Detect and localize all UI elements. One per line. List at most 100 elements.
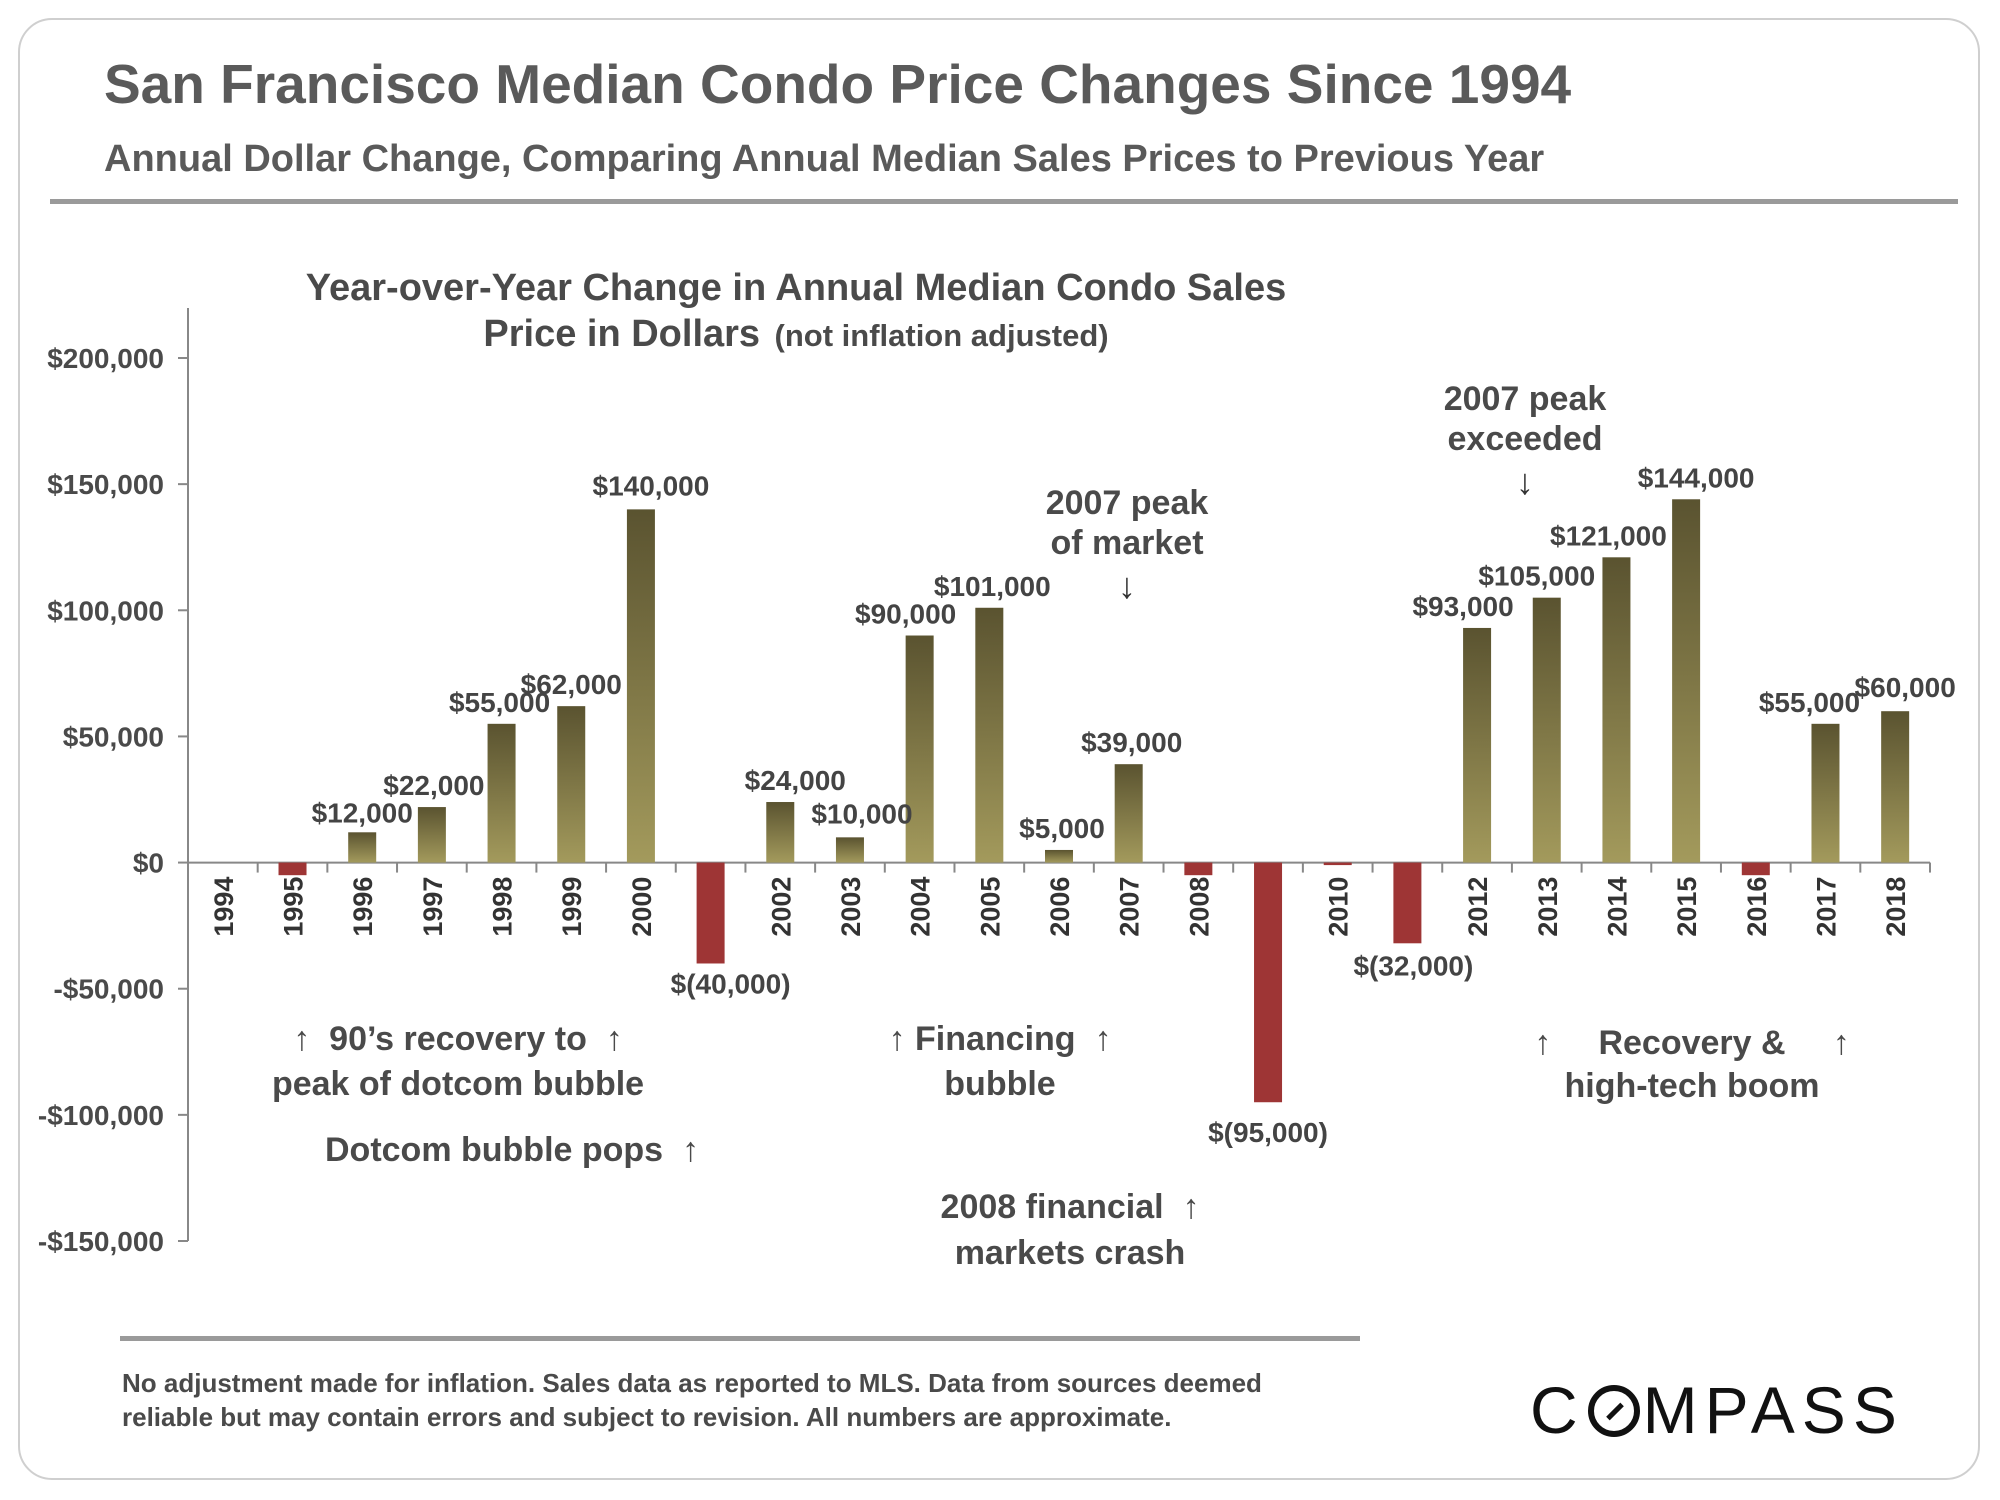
y-tick-label: -$50,000 [53,974,164,1005]
data-label-2014: $121,000 [1550,520,1667,551]
y-tick-label: $0 [133,848,164,879]
data-label-2005: $101,000 [934,571,1051,602]
x-tick-label: 2002 [766,877,796,937]
annotation-text: of market [1050,524,1203,562]
bar-2011 [1393,862,1422,944]
annotation-text: ↑ Financing ↑ [889,1020,1112,1058]
x-tick-label: 2008 [1184,877,1214,937]
data-label-2013: $105,000 [1478,561,1595,592]
data-label-1997: $22,000 [383,770,484,801]
annotation-arrow: ↓ [1118,565,1136,606]
page-subtitle: Annual Dollar Change, Comparing Annual M… [104,138,1545,180]
bar-2016 [1741,862,1770,876]
annotation-text: exceeded [1448,420,1603,458]
annotation-text: ↑ 90’s recovery to ↑ [293,1020,622,1058]
x-tick-label: 2016 [1742,877,1772,937]
x-tick-label: 2018 [1881,877,1911,937]
annotation-text: peak of dotcom bubble [272,1065,644,1103]
data-label-2009: $(95,000) [1208,1117,1328,1148]
annotation-text: Dotcom bubble pops ↑ [325,1131,699,1169]
data-label-2002: $24,000 [745,765,846,796]
x-tick-label: 2010 [1324,877,1354,937]
bar-2003 [835,837,864,863]
bar-2004 [905,635,934,863]
x-tick-label: 2003 [836,877,866,937]
y-tick-label: $200,000 [47,343,164,374]
bar-1998 [487,723,516,863]
annotation-text: high-tech boom [1565,1067,1820,1105]
bar-2008 [1184,862,1213,876]
annotation-text: ↑ Recovery & ↑ [1534,1024,1850,1062]
bar-1997 [417,807,446,863]
x-tick-label: 2017 [1811,877,1841,937]
x-tick-label: 2007 [1115,877,1145,937]
data-label-1998: $55,000 [449,687,550,718]
bar-2000 [626,509,655,863]
chart-title-note: (not inflation adjusted) [775,318,1109,353]
y-tick-label: -$100,000 [38,1100,164,1131]
bar-2006 [1045,849,1073,863]
data-label-1999: $62,000 [521,669,622,700]
bar-2001 [696,862,725,964]
logo-o-mark [1587,1385,1640,1437]
x-tick-label: 1997 [418,877,448,937]
bar-1996 [348,832,377,863]
footnote-line1: No adjustment made for inflation. Sales … [122,1368,1262,1398]
y-tick-label: -$150,000 [38,1226,164,1257]
chart-title-line1: Year-over-Year Change in Annual Median C… [306,267,1287,309]
data-label-2000: $140,000 [593,470,710,501]
x-tick-label: 2014 [1602,877,1632,937]
x-tick-label: 2012 [1463,877,1493,937]
data-label-2011: $(32,000) [1353,950,1473,981]
data-label-2004: $90,000 [855,599,956,630]
x-tick-label: 2000 [627,877,657,937]
chart-title-main: Price in Dollars [483,313,760,355]
data-label-2007: $39,000 [1081,727,1182,758]
annotation-text: bubble [944,1065,1055,1103]
bar-2013 [1532,597,1561,863]
bar-2014 [1602,557,1631,863]
data-label-2017: $55,000 [1759,687,1860,718]
bar-2012 [1463,627,1492,863]
bar-2009 [1254,862,1283,1103]
x-tick-label: 1994 [209,877,239,937]
y-tick-label: $100,000 [47,595,164,626]
bar-1999 [557,706,586,863]
data-label-2012: $93,000 [1412,591,1513,622]
annotation-text: 2008 financial ↑ [941,1188,1200,1226]
x-tick-label: 2015 [1672,877,1702,937]
x-tick-label: 2004 [906,877,936,937]
x-tick-label: 1998 [488,877,518,937]
bar-2005 [975,607,1004,863]
y-tick-label: $50,000 [63,721,164,752]
data-labels: $12,000$22,000$55,000$62,000$140,000$(40… [312,462,1956,1148]
x-tick-label: 1996 [348,877,378,937]
x-tick-label: 1995 [279,877,309,937]
bar-2007 [1114,764,1143,863]
data-label-1996: $12,000 [312,797,413,828]
footer-divider [120,1336,1360,1341]
bar-2010 [1323,862,1352,866]
x-tick-label: 1999 [557,877,587,937]
annotation-text: 2007 peak [1046,484,1209,522]
x-tick-label: 2006 [1045,877,1075,937]
footnote: No adjustment made for inflation. Sales … [122,1366,1382,1434]
annotation-text: markets crash [955,1234,1186,1272]
y-tick-label: $150,000 [47,469,164,500]
compass-logo: C MPASS [1530,1373,1904,1447]
bar-1995 [278,862,307,876]
bars [278,499,1910,1103]
annotation-text: 2007 peak [1444,380,1607,418]
bar-2015 [1672,499,1701,863]
bar-2018 [1881,711,1910,863]
x-tick-label: 2013 [1533,877,1563,937]
data-label-2015: $144,000 [1638,462,1755,493]
page-title: San Francisco Median Condo Price Changes… [104,53,1572,115]
data-label-2018: $60,000 [1855,672,1956,703]
bar-2002 [766,802,795,863]
data-label-2003: $10,000 [811,798,912,829]
chart-title-line2: Price in Dollars (not inflation adjusted… [483,313,1108,355]
data-label-2006: $5,000 [1019,813,1105,844]
